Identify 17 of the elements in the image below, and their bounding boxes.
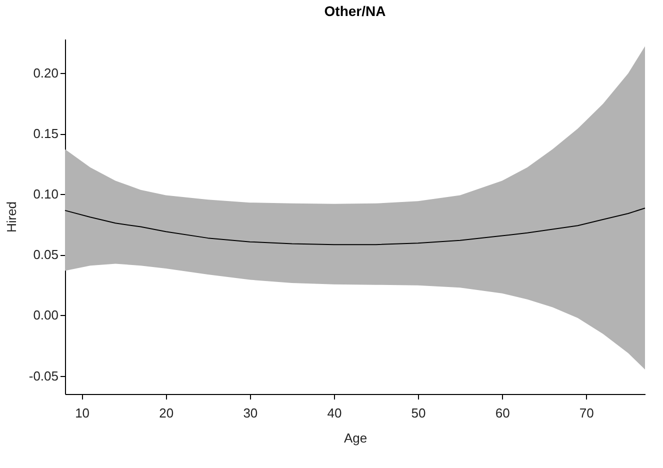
x-tick-label: 20 <box>159 406 174 420</box>
x-axis-title: Age <box>344 430 368 446</box>
x-tick-label: 60 <box>495 406 510 420</box>
x-tick-label: 10 <box>75 406 90 420</box>
x-tick-label: 30 <box>243 406 258 420</box>
x-tick-label: 40 <box>327 406 342 420</box>
y-tick-label: 0.00 <box>33 308 58 323</box>
y-tick-label: 0.20 <box>33 65 58 80</box>
x-tick-label: 70 <box>579 406 594 420</box>
line-series <box>64 208 646 246</box>
y-tick-label: -0.05 <box>28 368 58 384</box>
y-axis-title: Hired <box>4 201 19 233</box>
chart-title: Other/NA <box>324 3 386 19</box>
y-tick-label: 0.05 <box>33 247 58 262</box>
x-tick-label: 50 <box>411 406 426 420</box>
y-tick-label: 0.10 <box>33 186 58 202</box>
y-tick-label: 0.15 <box>33 126 58 142</box>
